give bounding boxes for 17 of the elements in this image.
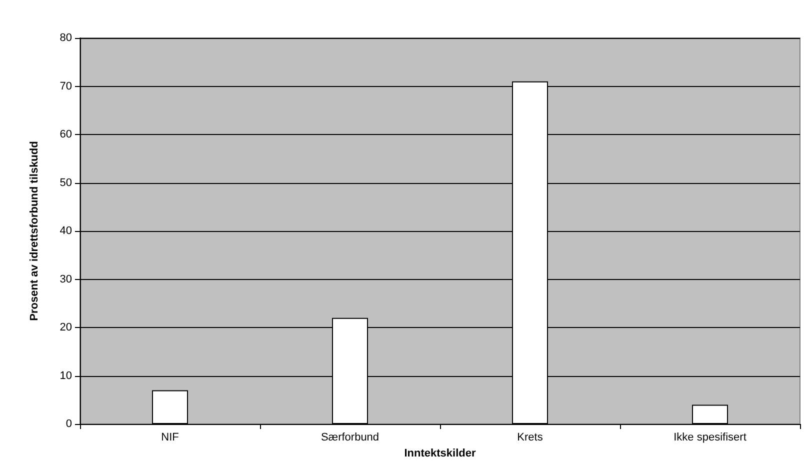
y-tick-label: 30: [60, 273, 72, 286]
x-tick-label: Krets: [517, 432, 544, 444]
y-tick-label: 20: [60, 322, 72, 334]
y-tick-label: 10: [60, 370, 72, 382]
x-tick-label: Særforbund: [320, 432, 380, 444]
x-tick-label: NIF: [161, 432, 180, 444]
x-tick-label: Ikke spesifisert: [674, 432, 746, 444]
y-tick-label: 80: [60, 32, 72, 44]
y-tick-label: 70: [60, 80, 72, 92]
y-tick-label: 0: [66, 418, 72, 430]
bar: [692, 404, 728, 424]
x-axis-title: Inntektskilder: [404, 448, 476, 460]
y-tick-label: 40: [60, 225, 72, 237]
bar: [152, 390, 188, 424]
y-axis-title: Prosent av idrettsforbund tilskudd: [28, 141, 40, 321]
y-tick-label: 50: [60, 176, 72, 189]
y-tick-label: 60: [60, 128, 72, 140]
